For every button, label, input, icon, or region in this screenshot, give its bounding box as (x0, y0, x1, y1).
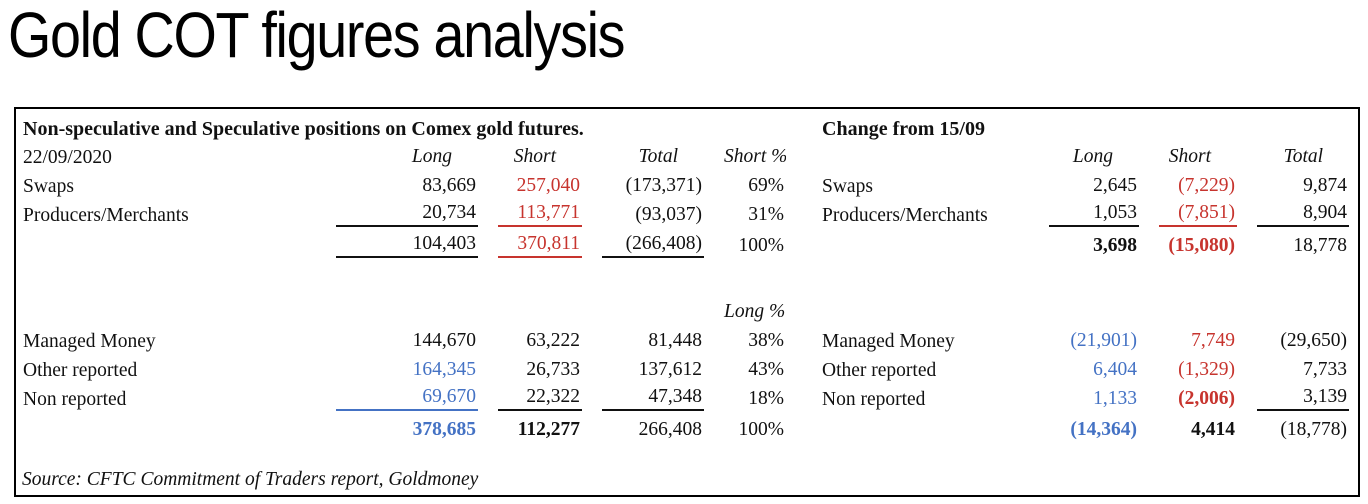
change-other-reported-long: 6,404 (1093, 358, 1137, 380)
change-producers-short: (7,851) (1139, 198, 1237, 227)
change-table-title: Change from 15/09 (822, 118, 985, 140)
row-other-reported: Other reported 164,345 26,733 137,612 43… (20, 353, 786, 382)
empty-header-row (819, 296, 1349, 324)
non-reported-long: 69,670 (316, 382, 478, 411)
long-pct-header-row: Long % (20, 296, 786, 324)
spacer-row (20, 258, 786, 296)
change-col-header-short: Short (1168, 145, 1211, 167)
change-swaps-label: Swaps (822, 176, 873, 197)
row-change-spec-totals: (14,364) 4,414 (18,778) (819, 411, 1349, 442)
change-managed-money-short: 7,749 (1191, 329, 1235, 351)
producers-long: 20,734 (316, 198, 478, 227)
managed-money-long: 144,670 (412, 329, 476, 351)
positions-column-header-row: 22/09/2020 Long Short Total Short % (20, 141, 786, 169)
nonspec-total-pct: 100% (738, 234, 785, 256)
producers-short-pct: 31% (748, 203, 785, 225)
non-reported-label: Non reported (23, 389, 127, 410)
change-spec-total-net: (18,778) (1280, 418, 1348, 440)
swaps-label: Swaps (23, 176, 74, 197)
change-other-reported-label: Other reported (822, 360, 937, 381)
producers-total: (93,037) (635, 203, 702, 225)
change-nonspec-total-net: 18,778 (1293, 234, 1348, 256)
change-nonspec-total-long: 3,698 (1093, 234, 1137, 256)
other-reported-total: 137,612 (638, 358, 702, 380)
row-nonspec-totals: 104,403 370,811 (266,408) 100% (20, 227, 786, 258)
change-producers-long: 1,053 (1029, 198, 1139, 227)
spec-total-pct: 100% (738, 418, 785, 440)
managed-money-long-pct: 38% (748, 329, 785, 351)
spec-total-long: 378,685 (412, 418, 476, 440)
change-managed-money-long: (21,901) (1070, 329, 1137, 351)
row-spec-totals: 378,685 112,277 266,408 100% (20, 411, 786, 442)
change-spec-total-short: 4,414 (1191, 418, 1235, 440)
non-reported-long-pct: 18% (748, 387, 785, 409)
change-non-reported-total: 3,139 (1237, 382, 1350, 411)
col-header-long: Long (411, 145, 452, 167)
change-col-header-long: Long (1072, 145, 1113, 167)
change-swaps-total: 9,874 (1303, 174, 1348, 196)
change-producers-total: 8,904 (1237, 198, 1350, 227)
change-swaps-long: 2,645 (1093, 174, 1137, 196)
col-header-total: Total (638, 145, 678, 167)
change-other-reported-total: 7,733 (1303, 358, 1348, 380)
change-nonspec-total-short: (15,080) (1168, 234, 1235, 256)
swaps-short-pct: 69% (748, 174, 785, 196)
row-swaps: Swaps 83,669 257,040 (173,371) 69% (20, 169, 786, 198)
col-header-short-pct: Short % (724, 145, 787, 167)
producers-short: 113,771 (478, 198, 582, 227)
spec-total-net: 266,408 (638, 418, 702, 440)
row-change-swaps: Swaps 2,645 (7,229) 9,874 (819, 169, 1349, 198)
other-reported-long-pct: 43% (748, 358, 785, 380)
row-change-other-reported: Other reported 6,404 (1,329) 7,733 (819, 353, 1349, 382)
change-column-header-row: Long Short Total (819, 141, 1349, 169)
page-title: Gold COT figures analysis (8, 0, 626, 71)
spacer-row (819, 258, 1349, 296)
other-reported-long: 164,345 (412, 358, 476, 380)
change-managed-money-total: (29,650) (1280, 329, 1348, 351)
swaps-short: 257,040 (516, 174, 580, 196)
non-reported-total: 47,348 (582, 382, 704, 411)
nonspec-total-long: 104,403 (316, 227, 478, 258)
spec-total-short: 112,277 (517, 418, 580, 440)
swaps-long: 83,669 (422, 174, 476, 196)
change-col-header-total: Total (1283, 145, 1324, 167)
positions-header-row: Non-speculative and Speculative position… (20, 111, 786, 141)
swaps-total: (173,371) (625, 174, 702, 196)
change-non-reported-long: 1,133 (1093, 387, 1137, 409)
cot-table-box: Non-speculative and Speculative position… (14, 107, 1360, 497)
row-change-nonspec-totals: 3,698 (15,080) 18,778 (819, 227, 1349, 258)
other-reported-short: 26,733 (526, 358, 580, 380)
managed-money-total: 81,448 (648, 329, 702, 351)
managed-money-label: Managed Money (23, 331, 156, 352)
row-change-non-reported: Non reported 1,133 (2,006) 3,139 (819, 382, 1350, 411)
change-producers-label: Producers/Merchants (822, 205, 988, 226)
non-reported-short: 22,322 (478, 382, 582, 411)
nonspec-total-short: 370,811 (478, 227, 582, 258)
change-non-reported-short: (2,006) (1178, 387, 1235, 409)
change-header-row: Change from 15/09 (819, 111, 1349, 141)
other-reported-label: Other reported (23, 360, 138, 381)
change-spec-total-long: (14,364) (1070, 418, 1137, 440)
row-managed-money: Managed Money 144,670 63,222 81,448 38% (20, 324, 786, 353)
change-managed-money-label: Managed Money (822, 331, 955, 352)
positions-table: Non-speculative and Speculative position… (20, 111, 786, 442)
change-other-reported-short: (1,329) (1178, 358, 1235, 380)
source-note: Source: CFTC Commitment of Traders repor… (22, 469, 479, 490)
change-non-reported-label: Non reported (822, 389, 926, 410)
positions-table-title: Non-speculative and Speculative position… (23, 118, 584, 140)
row-change-managed-money: Managed Money (21,901) 7,749 (29,650) (819, 324, 1349, 353)
row-change-producers: Producers/Merchants 1,053 (7,851) 8,904 (819, 198, 1350, 227)
managed-money-short: 63,222 (526, 329, 580, 351)
change-table: Change from 15/09 Long Short Total Swaps… (819, 111, 1350, 442)
row-non-reported: Non reported 69,670 22,322 47,348 18% (20, 382, 786, 411)
row-producers: Producers/Merchants 20,734 113,771 (93,0… (20, 198, 786, 227)
col-header-long-pct: Long % (724, 300, 786, 322)
nonspec-total-net: (266,408) (582, 227, 704, 258)
change-swaps-short: (7,229) (1178, 174, 1235, 196)
producers-label: Producers/Merchants (23, 205, 189, 226)
report-date: 22/09/2020 (23, 147, 112, 168)
col-header-short: Short (513, 145, 556, 167)
